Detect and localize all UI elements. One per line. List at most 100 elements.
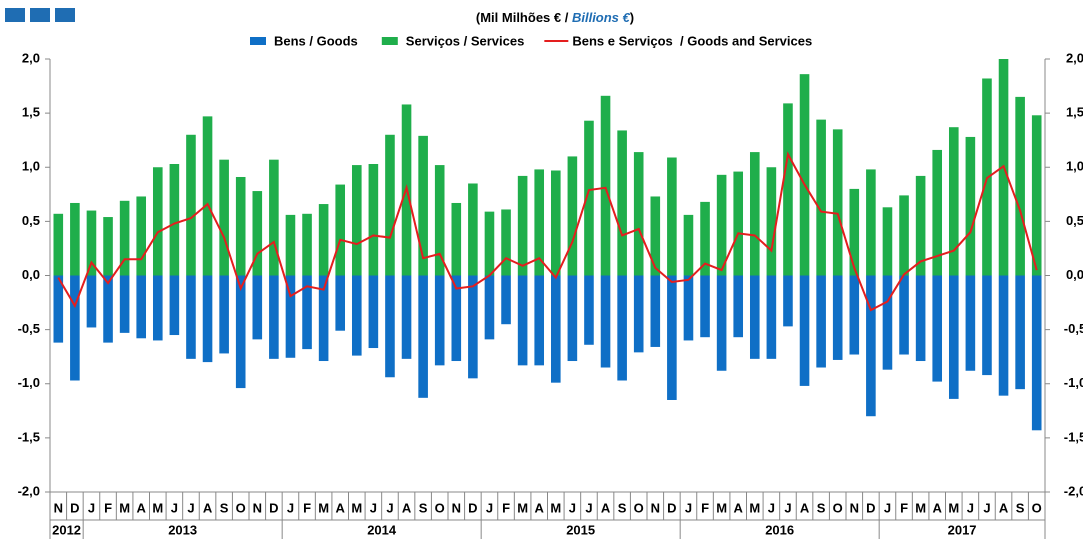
bar <box>816 119 826 276</box>
x-tick-label: M <box>716 500 727 515</box>
bar <box>186 134 196 276</box>
bar <box>766 275 777 359</box>
bar <box>849 188 860 276</box>
x-tick-label: N <box>54 500 63 515</box>
year-label: 2017 <box>948 522 977 537</box>
y2-tick-label: 1,0 <box>1066 159 1083 174</box>
bar <box>119 275 130 333</box>
x-tick-label: A <box>336 500 346 515</box>
year-label: 2014 <box>367 522 397 537</box>
x-tick-label: F <box>701 500 709 515</box>
bar <box>600 95 611 276</box>
bar <box>749 152 760 276</box>
bar <box>915 175 926 276</box>
year-label: 2016 <box>765 522 794 537</box>
bar <box>882 207 893 276</box>
bar <box>832 275 843 360</box>
x-tick-label: D <box>70 500 79 515</box>
bar <box>468 275 478 379</box>
x-tick-label: S <box>419 500 428 515</box>
bar <box>1015 96 1025 276</box>
bar <box>202 116 213 276</box>
bar <box>749 275 760 359</box>
bar <box>235 176 246 276</box>
bar <box>385 134 395 276</box>
bar <box>617 275 627 381</box>
bar <box>501 275 511 325</box>
bar <box>915 275 926 362</box>
x-tick-label: J <box>585 500 592 515</box>
title-part: (Mil Milhões € / <box>476 10 572 25</box>
bar <box>550 170 561 276</box>
bar <box>799 275 810 386</box>
x-tick-label: F <box>104 500 112 515</box>
x-tick-label: M <box>550 500 561 515</box>
x-tick-label: A <box>203 500 213 515</box>
x-tick-label: A <box>999 500 1009 515</box>
y-tick-label: -0,5 <box>18 321 40 336</box>
bar <box>534 275 545 366</box>
x-tick-label: O <box>634 500 644 515</box>
bar <box>136 196 147 276</box>
bar <box>932 275 943 382</box>
bar <box>783 275 793 327</box>
bar <box>982 275 992 376</box>
x-tick-label: O <box>833 500 843 515</box>
x-tick-label: M <box>948 500 959 515</box>
bar <box>418 135 428 276</box>
bar <box>434 165 445 276</box>
x-tick-label: J <box>386 500 393 515</box>
bar <box>534 169 545 276</box>
bar <box>766 167 777 276</box>
bar <box>53 213 64 276</box>
x-tick-label: S <box>817 500 826 515</box>
bar <box>667 275 677 400</box>
x-tick-label: J <box>486 500 493 515</box>
bar <box>965 275 976 371</box>
bar <box>401 275 412 359</box>
bar <box>1031 275 1042 431</box>
bar <box>1015 275 1025 390</box>
bar <box>434 275 445 366</box>
y-tick-label: 0,0 <box>22 267 40 282</box>
bar <box>866 275 876 417</box>
x-tick-label: S <box>618 500 627 515</box>
x-tick-label: J <box>88 500 95 515</box>
logo-block <box>5 8 25 22</box>
bar <box>285 214 296 276</box>
bar <box>335 275 346 331</box>
bar <box>866 169 876 276</box>
y2-tick-label: 0,5 <box>1066 213 1083 228</box>
y2-tick-label: 2,0 <box>1066 50 1083 65</box>
x-tick-label: D <box>667 500 676 515</box>
bar <box>302 275 312 350</box>
legend-label: Bens e Serviços / Goods and Services <box>572 33 812 48</box>
x-tick-label: J <box>569 500 576 515</box>
bar <box>186 275 196 359</box>
bar <box>501 209 511 276</box>
bar <box>53 275 64 343</box>
x-tick-label: N <box>651 500 660 515</box>
x-tick-label: J <box>171 500 178 515</box>
x-tick-label: J <box>784 500 791 515</box>
x-tick-label: J <box>967 500 974 515</box>
bar <box>219 275 229 354</box>
bar <box>683 214 694 276</box>
bar <box>1031 115 1042 276</box>
bar <box>269 159 279 276</box>
bar <box>567 156 578 276</box>
bar <box>617 130 627 276</box>
bar <box>318 275 329 362</box>
x-tick-label: M <box>517 500 528 515</box>
bar <box>932 149 943 276</box>
x-tick-label: F <box>502 500 510 515</box>
x-tick-label: O <box>1032 500 1042 515</box>
bar <box>219 159 229 276</box>
bar <box>169 275 180 336</box>
x-tick-label: M <box>318 500 329 515</box>
bar <box>169 164 180 276</box>
x-tick-label: M <box>152 500 163 515</box>
y-tick-label: 0,5 <box>22 213 40 228</box>
x-tick-label: O <box>236 500 246 515</box>
